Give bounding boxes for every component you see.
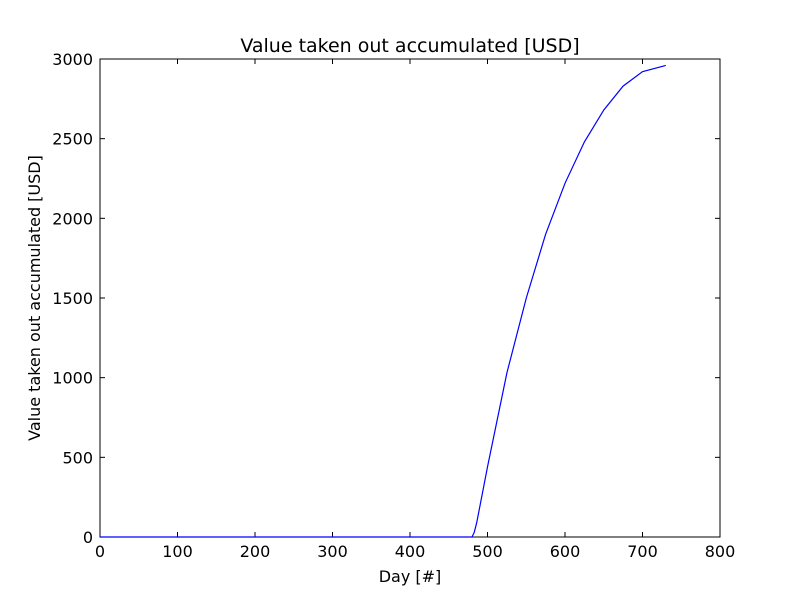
- x-tick-label: 800: [705, 542, 736, 561]
- y-tick-label: 500: [62, 448, 93, 467]
- y-axis-ticks: 0 500 1000 1500 2000 2500 3000: [52, 50, 720, 547]
- x-tick-label: 200: [240, 542, 271, 561]
- y-tick-label: 0: [83, 528, 93, 547]
- y-tick-label: 3000: [52, 50, 93, 69]
- y-tick-label: 1000: [52, 369, 93, 388]
- series-line: [100, 64, 666, 538]
- series-group: [100, 64, 666, 538]
- y-tick-label: 1500: [52, 289, 93, 308]
- y-tick-label: 2500: [52, 130, 93, 149]
- x-tick-label: 300: [317, 542, 348, 561]
- x-tick-label: 700: [627, 542, 658, 561]
- chart-title: Value taken out accumulated [USD]: [240, 35, 579, 57]
- x-axis-ticks: 0 100 200 300 400 500 600 700 800: [95, 59, 735, 561]
- x-tick-label: 0: [95, 542, 105, 561]
- x-tick-label: 500: [472, 542, 503, 561]
- y-tick-label: 2000: [52, 209, 93, 228]
- y-axis-label: Value taken out accumulated [USD]: [25, 155, 44, 441]
- x-axis-label: Day [#]: [379, 567, 442, 586]
- x-tick-label: 400: [395, 542, 426, 561]
- x-tick-label: 600: [550, 542, 581, 561]
- x-tick-label: 100: [162, 542, 193, 561]
